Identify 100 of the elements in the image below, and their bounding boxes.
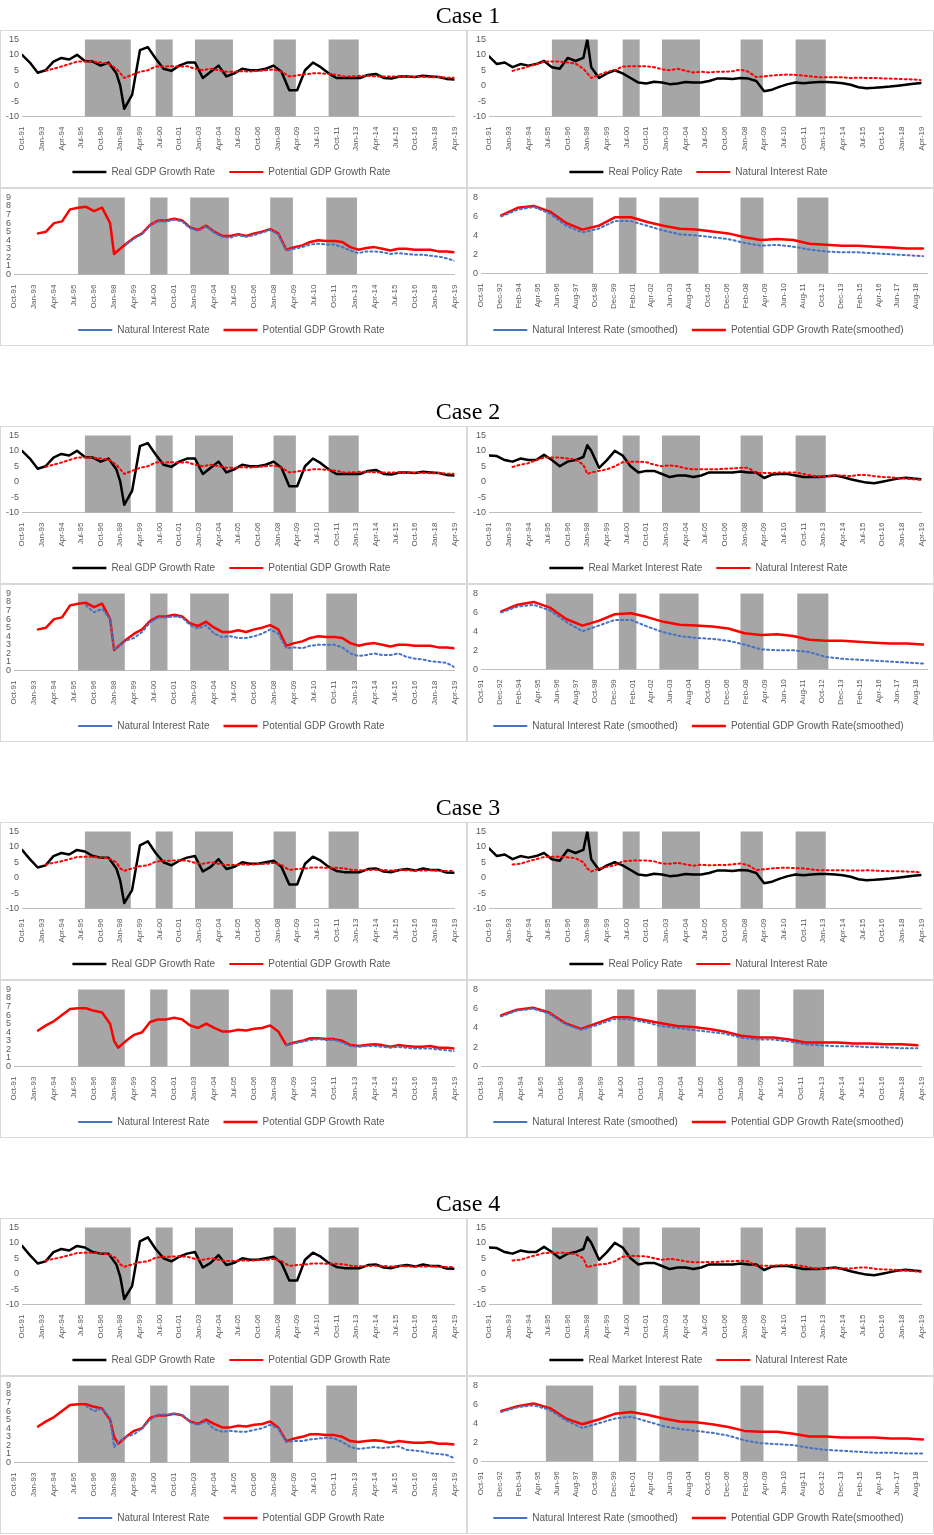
x-tick-label: Jan-98 [115, 918, 125, 944]
x-tick-label: Jul-10 [312, 522, 322, 545]
x-tick-label: Jun-17 [892, 1470, 902, 1496]
legend-label: Potential GDP Growth Rate [262, 1511, 386, 1523]
x-tick-label: Jun-10 [778, 1470, 788, 1496]
x-tick-label: Apr-94 [516, 1075, 526, 1101]
x-tick-label: Jul-95 [69, 1076, 79, 1099]
legend-label: Real Policy Rate [608, 165, 683, 177]
x-tick-label: Oct-16 [877, 522, 887, 547]
y-tick-label: -5 [477, 1283, 487, 1294]
x-tick-label: Jul-10 [779, 522, 789, 545]
x-tick-label: Oct-01 [641, 126, 651, 151]
x-tick-label: Jan-93 [29, 1472, 39, 1498]
y-tick-label: 2 [472, 248, 479, 259]
x-tick-label: Oct-16 [409, 1076, 419, 1101]
x-tick-label: Jan-13 [351, 522, 361, 548]
line-series [85, 1404, 455, 1460]
x-tick-label: Apr-09 [289, 1471, 299, 1497]
x-tick-label: Oct-11 [329, 680, 339, 704]
x-tick-label: Apr-94 [56, 125, 66, 151]
x-tick-label: Jul-05 [229, 680, 239, 703]
x-tick-label: Oct-11 [798, 522, 808, 546]
legend-label: Natural Interest Rate (smoothed) [532, 719, 678, 731]
x-tick-label: Oct-06 [720, 522, 730, 547]
x-tick-label: Jan-98 [109, 284, 119, 310]
y-tick-label: -10 [472, 903, 487, 914]
y-tick-label: 0 [472, 267, 479, 278]
x-tick-label: Oct-16 [877, 126, 887, 151]
x-tick-label: Oct-11 [329, 1472, 339, 1496]
x-tick-label: Feb-01 [627, 282, 637, 309]
x-tick-label: Apr-94 [523, 125, 533, 151]
legend-label: Real GDP Growth Rate [111, 1353, 216, 1365]
line-series [44, 1251, 455, 1269]
x-tick-label: Jul-95 [543, 522, 553, 545]
x-tick-label: Oct-05 [703, 678, 713, 704]
x-tick-label: Aug-18 [911, 282, 921, 309]
y-tick-label: 5 [480, 460, 487, 471]
x-tick-label: Oct-96 [562, 918, 572, 943]
y-tick-label: 0 [480, 80, 487, 91]
x-tick-label: Oct-96 [95, 126, 105, 151]
x-tick-label: Apr-19 [449, 1313, 459, 1339]
x-tick-label: Jan-18 [429, 1472, 439, 1498]
y-tick-label: 1 [5, 1052, 12, 1063]
legend-label: Potential GDP Growth Rate [262, 323, 386, 335]
x-tick-label: Apr-99 [135, 917, 145, 943]
x-tick-label: Apr-14 [837, 1313, 847, 1339]
y-tick-label: 10 [475, 49, 487, 60]
x-tick-label: Feb-08 [741, 1470, 751, 1497]
x-tick-label: Jan-03 [194, 522, 204, 548]
x-tick-label: Apr-99 [135, 521, 145, 547]
x-tick-label: Apr-04 [680, 917, 690, 943]
x-tick-label: Oct-96 [89, 1472, 99, 1497]
legend-label: Potential GDP Growth Rate [262, 719, 386, 731]
x-tick-label: Jan-93 [36, 126, 46, 152]
x-tick-label: Feb-01 [627, 678, 637, 705]
x-tick-label: Oct-06 [249, 284, 259, 309]
x-tick-label: Jan-18 [429, 1314, 439, 1340]
x-tick-label: Apr-09 [760, 1470, 770, 1496]
legend-label: Natural Interest Rate [117, 1511, 210, 1523]
x-tick-label: Oct-96 [95, 522, 105, 547]
x-tick-label: Jul-95 [543, 918, 553, 941]
x-tick-label: Oct-11 [329, 1076, 339, 1100]
x-tick-label: Apr-19 [916, 1313, 926, 1339]
y-tick-label: 5 [480, 856, 487, 867]
x-tick-label: Jul-95 [536, 1076, 546, 1099]
y-tick-label: -10 [472, 507, 487, 518]
y-tick-label: 10 [8, 49, 20, 60]
x-tick-label: Apr-09 [759, 917, 769, 943]
y-tick-label: 6 [472, 1398, 479, 1409]
x-tick-label: Oct-96 [89, 680, 99, 705]
x-tick-label: Jul-15 [390, 522, 400, 545]
x-tick-label: Apr-04 [213, 917, 223, 943]
y-tick-label: -10 [472, 1299, 487, 1310]
y-tick-label: 9 [5, 587, 12, 598]
x-tick-label: Oct-11 [331, 1314, 341, 1338]
x-tick-label: Jan-18 [896, 1314, 906, 1340]
y-tick-label: -5 [10, 95, 20, 106]
x-tick-label: Oct-01 [174, 522, 184, 547]
x-tick-label: Jul-00 [621, 126, 631, 149]
x-tick-label: Oct-06 [249, 1076, 259, 1101]
x-tick-label: Oct-06 [253, 1314, 263, 1339]
x-tick-label: Jan-08 [739, 522, 749, 548]
x-tick-label: Apr-16 [873, 678, 883, 704]
y-tick-label: 1 [5, 260, 12, 271]
x-tick-label: Jul-00 [154, 1314, 164, 1337]
x-tick-label: Apr-04 [213, 521, 223, 547]
x-tick-label: Apr-09 [292, 1313, 302, 1339]
y-tick-label: 8 [472, 1379, 479, 1390]
x-tick-label: Oct-01 [174, 1314, 184, 1339]
x-tick-label: Oct-91 [9, 1076, 19, 1101]
x-tick-label: Jan-13 [349, 680, 359, 706]
x-tick-label: Jan-18 [429, 918, 439, 944]
x-tick-label: Aug-11 [797, 1470, 807, 1497]
x-tick-label: Jan-93 [503, 1314, 513, 1340]
y-tick-label: 1 [5, 656, 12, 667]
y-tick-label: 3 [5, 639, 12, 650]
x-tick-label: Jun-96 [551, 678, 561, 704]
legend-label: Natural Interest Rate [117, 1115, 210, 1127]
x-tick-label: Jan-93 [496, 1076, 506, 1102]
x-tick-label: Jan-93 [503, 918, 513, 944]
